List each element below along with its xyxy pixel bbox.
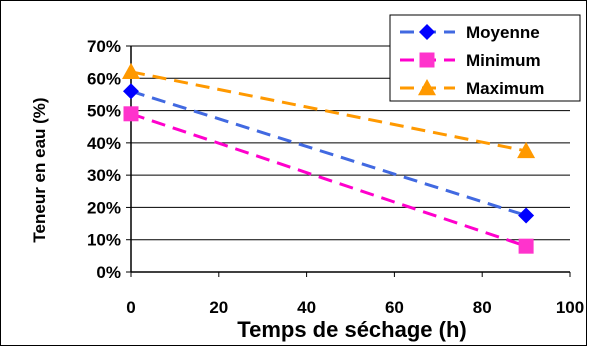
x-tick-label: 80 <box>473 298 492 317</box>
data-point-moyenne <box>518 207 535 224</box>
data-point-minimum <box>518 238 534 254</box>
legend-marker-maximum <box>418 79 436 96</box>
y-tick-labels: 0% 10% 20% 30% 40% 50% 60% 70% <box>87 37 121 282</box>
legend-label-moyenne: Moyenne <box>466 23 540 42</box>
data-point-moyenne <box>123 83 139 100</box>
y-tick-label: 30% <box>87 166 121 185</box>
x-tick-label: 60 <box>385 298 404 317</box>
series-line-moyenne <box>130 89 527 217</box>
x-tick-label: 20 <box>209 298 228 317</box>
y-tick-label: 10% <box>87 231 121 250</box>
series-line-minimum <box>130 112 527 248</box>
y-axis-title: Teneur en eau (%) <box>30 97 49 242</box>
x-tick-labels: 0 20 40 60 80 100 <box>126 272 584 317</box>
legend-label-maximum: Maximum <box>466 79 544 98</box>
x-tick-label: 0 <box>126 298 135 317</box>
y-tick-label: 0% <box>96 263 121 282</box>
x-tick-label: 100 <box>556 298 584 317</box>
y-tick-label: 70% <box>87 37 121 56</box>
legend-marker-minimum <box>419 52 435 68</box>
y-tick-label: 60% <box>87 69 121 88</box>
series-line-maximum <box>130 70 527 153</box>
data-point-maximum <box>122 62 140 80</box>
y-tick-label: 20% <box>87 198 121 217</box>
y-tick-label: 50% <box>87 102 121 121</box>
series-lines <box>130 70 527 248</box>
x-tick-label: 40 <box>297 298 316 317</box>
legend-marker-moyenne <box>419 24 435 40</box>
legend-box <box>389 14 581 102</box>
data-point-maximum <box>517 141 536 159</box>
y-tick-label: 40% <box>87 134 121 153</box>
data-point-minimum <box>123 106 139 122</box>
legend-label-minimum: Minimum <box>466 51 541 70</box>
series-markers <box>122 62 536 254</box>
legend: Moyenne Minimum Maximum <box>389 14 581 102</box>
x-axis-title: Temps de séchage (h) <box>237 317 466 342</box>
